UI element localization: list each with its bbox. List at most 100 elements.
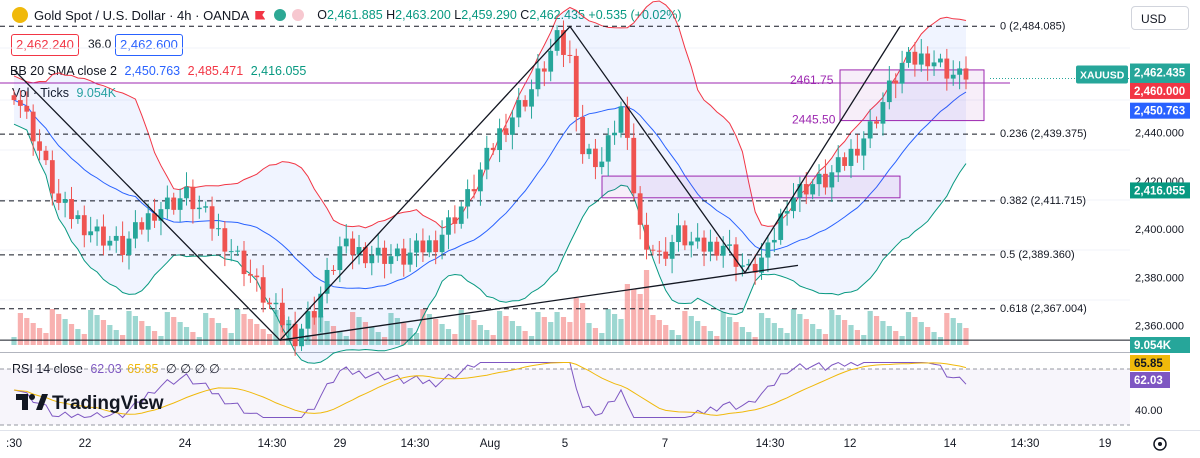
candle <box>369 255 375 264</box>
candle <box>612 132 617 136</box>
candle <box>918 53 924 65</box>
volume-bar <box>445 329 452 345</box>
symbol-tag <box>1076 65 1128 84</box>
candle <box>164 197 170 210</box>
volume-bar <box>726 317 733 345</box>
bb-upper-tag-value: 2,460.000 <box>1134 86 1185 98</box>
volume-bar <box>43 333 49 345</box>
candle <box>30 111 36 142</box>
candle <box>171 197 177 210</box>
volume-bar <box>439 324 445 345</box>
volume-bar <box>120 335 126 345</box>
volume-bar <box>337 331 343 345</box>
demand-zone-box <box>601 175 901 199</box>
currency-select[interactable]: USD <box>1131 6 1189 30</box>
symbol-title[interactable]: Gold Spot / U.S. Dollar · 4h · OANDA <box>34 7 250 23</box>
volume-bar <box>68 324 75 345</box>
volume-bar <box>458 310 464 345</box>
support-trendline <box>279 264 799 341</box>
time-axis-tick: 19 <box>1099 438 1112 450</box>
candle <box>803 184 809 195</box>
volume-bar <box>356 317 362 345</box>
volume-bar <box>318 316 324 345</box>
candle <box>37 141 42 151</box>
volume-bar <box>273 310 279 345</box>
candle <box>778 213 784 240</box>
volume-bar <box>375 332 381 345</box>
volume-bar <box>100 320 107 345</box>
volume-bar <box>350 312 356 345</box>
sell-button[interactable]: 2,462.240 <box>11 34 79 56</box>
candle <box>433 240 439 253</box>
candle <box>107 240 113 246</box>
volume-bar <box>215 323 222 345</box>
volume-bar <box>816 329 822 345</box>
volume-bar <box>790 309 797 345</box>
bb-basis-tag-value: 2,450.763 <box>1134 106 1185 118</box>
candle <box>439 234 445 253</box>
candle <box>62 199 68 203</box>
flag-icon[interactable] <box>255 10 266 20</box>
volume-bar <box>362 322 369 345</box>
volume-bar <box>62 319 68 345</box>
volume-bar <box>695 321 701 345</box>
volume-bar <box>407 328 413 345</box>
volume-legend[interactable]: Vol · Ticks 9.054K <box>12 86 117 100</box>
price-axis-tick: 2,360.000 <box>1135 321 1184 333</box>
candle <box>573 55 579 117</box>
volume-bar <box>151 331 158 345</box>
volume-bar <box>401 323 407 345</box>
candle <box>733 244 739 267</box>
volume-bar <box>88 310 94 345</box>
candle <box>784 211 790 214</box>
candle <box>458 206 464 224</box>
bb-legend[interactable]: BB 20 SMA close 2 2,450.763 2,485.471 2,… <box>10 64 307 78</box>
candle <box>931 62 937 67</box>
volume-bar <box>861 335 867 345</box>
level-annotation: 2461.75 <box>790 73 834 87</box>
candle <box>471 189 477 192</box>
rsi-tag <box>1130 355 1170 371</box>
candle <box>324 269 330 294</box>
candle <box>88 231 94 236</box>
fib-level-label: 0.618 (2,367.004) <box>1000 303 1087 315</box>
candle <box>305 311 311 329</box>
volume-bar <box>522 331 528 345</box>
candle <box>279 302 285 326</box>
volume-bar <box>758 313 765 345</box>
volume-bar <box>720 312 726 345</box>
volume-bar <box>158 336 164 345</box>
buy-button[interactable]: 2,462.600 <box>115 34 183 56</box>
candle <box>554 30 560 51</box>
candle <box>522 100 528 107</box>
candle <box>535 68 541 90</box>
volume-bar <box>433 319 439 345</box>
volume-bar <box>592 328 599 345</box>
candle <box>791 197 796 212</box>
volume-bar <box>957 323 963 345</box>
candle <box>938 58 943 63</box>
symbol-header: Gold Spot / U.S. Dollar · 4h · OANDA O2,… <box>0 0 682 30</box>
volume-bar <box>235 309 241 345</box>
rsi-legend[interactable]: RSI 14 close 62.03 65.85 ∅ ∅ ∅ ∅ <box>12 362 220 376</box>
candle <box>43 150 49 161</box>
settings-icon <box>1153 437 1167 451</box>
volume-bar <box>528 336 535 345</box>
volume-bar <box>413 333 420 345</box>
volume-bar <box>560 317 567 345</box>
volume-bar <box>618 319 624 345</box>
candle <box>893 80 899 84</box>
candle <box>394 248 400 257</box>
volume-bar <box>567 322 573 345</box>
volume-bar <box>17 313 23 345</box>
candle <box>861 138 867 156</box>
volume-bar <box>829 310 835 345</box>
candle <box>567 54 573 56</box>
candle <box>886 80 892 103</box>
candle <box>363 247 368 264</box>
volume-bar <box>746 332 752 345</box>
candle <box>708 241 713 252</box>
price-axis-tick: 2,400.000 <box>1135 224 1184 236</box>
volume-bar <box>931 332 937 345</box>
candle <box>963 68 969 80</box>
